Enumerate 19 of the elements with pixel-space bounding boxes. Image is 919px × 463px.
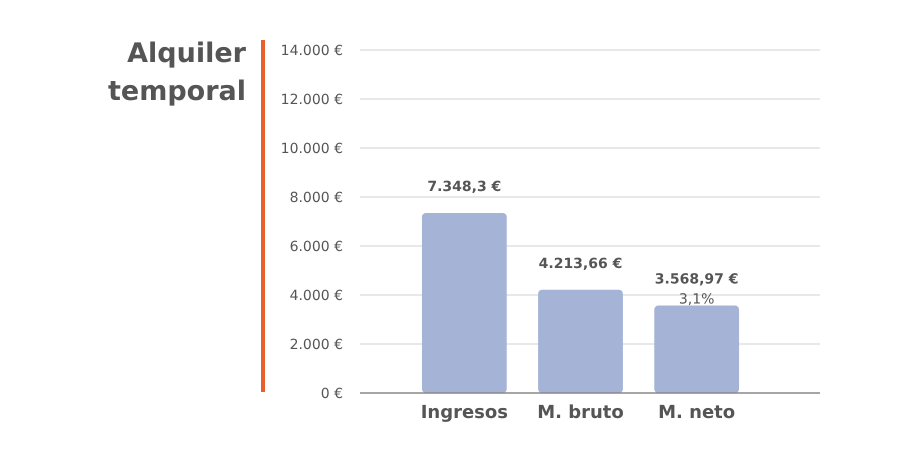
bar — [538, 290, 623, 393]
chart-title: Alquiler temporal — [108, 38, 247, 107]
bar — [654, 306, 740, 393]
y-tick-label: 0 € — [320, 386, 343, 402]
y-tick-label: 12.000 € — [280, 92, 343, 108]
y-tick-label: 14.000 € — [280, 42, 343, 59]
data-label: 3.568,97 € — [654, 272, 739, 288]
annotation: 3,1% — [678, 292, 714, 308]
x-tick-label: M. neto — [658, 402, 736, 423]
data-label: 4.213,66 € — [538, 256, 622, 272]
y-tick-label: 10.000 € — [280, 140, 343, 157]
y-tick-label: 4.000 € — [290, 288, 343, 304]
y-tick-label: 8.000 € — [290, 190, 343, 206]
bar — [422, 212, 507, 393]
y-tick-label: 6.000 € — [290, 238, 343, 255]
x-tick-label: Ingresos — [420, 402, 508, 423]
data-label: 7.348,3 € — [427, 178, 502, 195]
x-tick-label: M. bruto — [537, 402, 624, 423]
y-tick-label: 2.000 € — [290, 336, 343, 353]
